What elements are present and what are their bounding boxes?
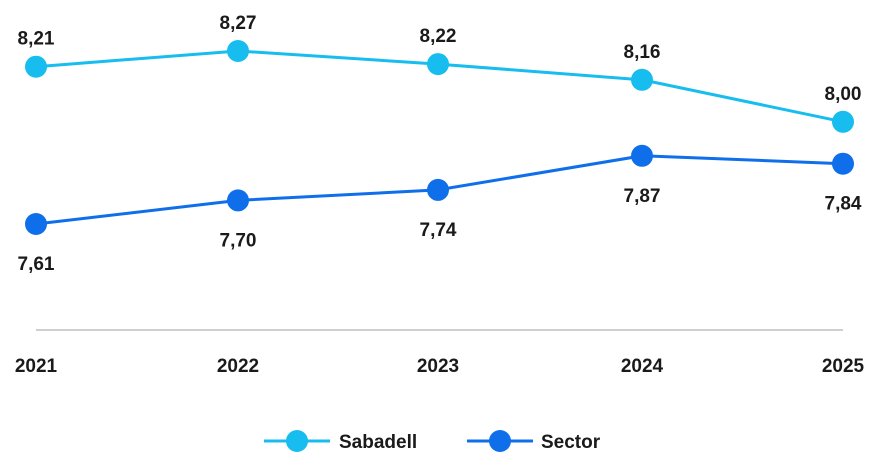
legend-marker-icon: [489, 430, 511, 452]
legend-item-sabadell: Sabadell: [264, 430, 417, 453]
data-label: 8,27: [220, 13, 257, 34]
data-point: [832, 152, 854, 175]
data-point: [227, 40, 249, 62]
data-label: 7,84: [825, 194, 862, 215]
data-point: [631, 144, 653, 167]
data-label: 7,74: [420, 220, 457, 241]
x-tick-label: 2021: [15, 356, 58, 377]
data-point: [631, 68, 653, 91]
x-tick-label: 2025: [822, 356, 865, 377]
data-label: 8,21: [18, 29, 55, 50]
data-label: 7,87: [624, 186, 661, 207]
x-tick-label: 2024: [621, 356, 664, 377]
data-label: 8,22: [420, 26, 457, 47]
data-label: 8,16: [624, 42, 661, 63]
data-point: [427, 53, 449, 76]
data-point: [832, 110, 854, 133]
legend-marker-icon: [286, 430, 308, 452]
data-point: [427, 178, 449, 201]
legend-item-sector: Sector: [467, 430, 601, 453]
legend: Sabadell Sector: [264, 430, 601, 453]
data-point: [227, 189, 249, 212]
data-label: 7,61: [18, 254, 55, 275]
x-tick-label: 2022: [217, 356, 259, 377]
legend-label: Sabadell: [339, 432, 417, 453]
x-tick-label: 2023: [417, 356, 459, 377]
data-point: [25, 55, 47, 78]
series-layer: 8,21 8,27 8,22 8,16 8,00 7,61 7,70 7,74 7,87 7,84: [18, 13, 862, 275]
series-sector: 7,61 7,70 7,74 7,87 7,84: [18, 144, 862, 275]
x-tick-labels: 2021 2022 2023 2024 2025: [15, 356, 865, 377]
legend-label: Sector: [541, 432, 601, 453]
data-point: [25, 213, 47, 235]
series-sabadell: 8,21 8,27 8,22 8,16 8,00: [18, 13, 862, 133]
data-label: 8,00: [825, 84, 862, 105]
data-label: 7,70: [220, 230, 257, 251]
